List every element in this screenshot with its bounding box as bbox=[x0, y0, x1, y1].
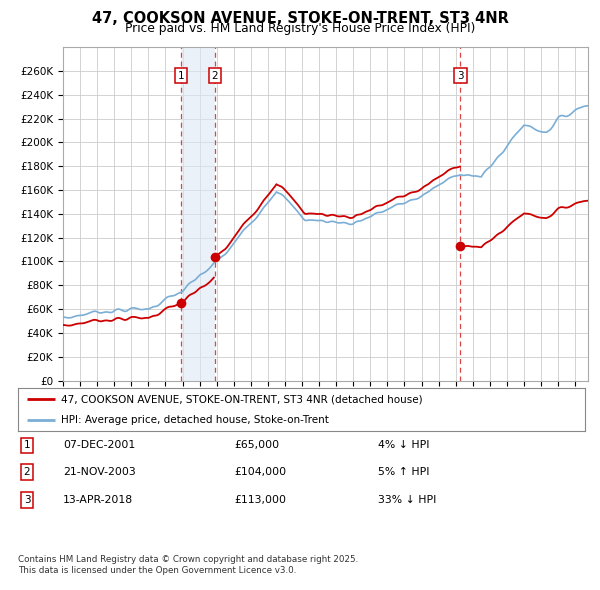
Text: 47, COOKSON AVENUE, STOKE-ON-TRENT, ST3 4NR (detached house): 47, COOKSON AVENUE, STOKE-ON-TRENT, ST3 … bbox=[61, 394, 422, 404]
Text: Contains HM Land Registry data © Crown copyright and database right 2025.
This d: Contains HM Land Registry data © Crown c… bbox=[18, 555, 358, 575]
Text: £113,000: £113,000 bbox=[234, 495, 286, 504]
Text: 47, COOKSON AVENUE, STOKE-ON-TRENT, ST3 4NR: 47, COOKSON AVENUE, STOKE-ON-TRENT, ST3 … bbox=[92, 11, 508, 25]
Text: 2: 2 bbox=[23, 467, 31, 477]
Text: HPI: Average price, detached house, Stoke-on-Trent: HPI: Average price, detached house, Stok… bbox=[61, 415, 328, 425]
Text: 5% ↑ HPI: 5% ↑ HPI bbox=[378, 467, 430, 477]
Text: £104,000: £104,000 bbox=[234, 467, 286, 477]
Text: 3: 3 bbox=[23, 495, 31, 504]
Text: 07-DEC-2001: 07-DEC-2001 bbox=[63, 441, 135, 450]
Bar bbox=[181, 47, 215, 381]
Text: 3: 3 bbox=[457, 71, 464, 80]
Text: 1: 1 bbox=[178, 71, 184, 80]
Text: 33% ↓ HPI: 33% ↓ HPI bbox=[378, 495, 436, 504]
Text: Price paid vs. HM Land Registry's House Price Index (HPI): Price paid vs. HM Land Registry's House … bbox=[125, 22, 475, 35]
Text: 2: 2 bbox=[211, 71, 218, 80]
Text: 13-APR-2018: 13-APR-2018 bbox=[63, 495, 133, 504]
Text: 1: 1 bbox=[23, 441, 31, 450]
Text: 21-NOV-2003: 21-NOV-2003 bbox=[63, 467, 136, 477]
Text: 4% ↓ HPI: 4% ↓ HPI bbox=[378, 441, 430, 450]
Text: £65,000: £65,000 bbox=[234, 441, 279, 450]
